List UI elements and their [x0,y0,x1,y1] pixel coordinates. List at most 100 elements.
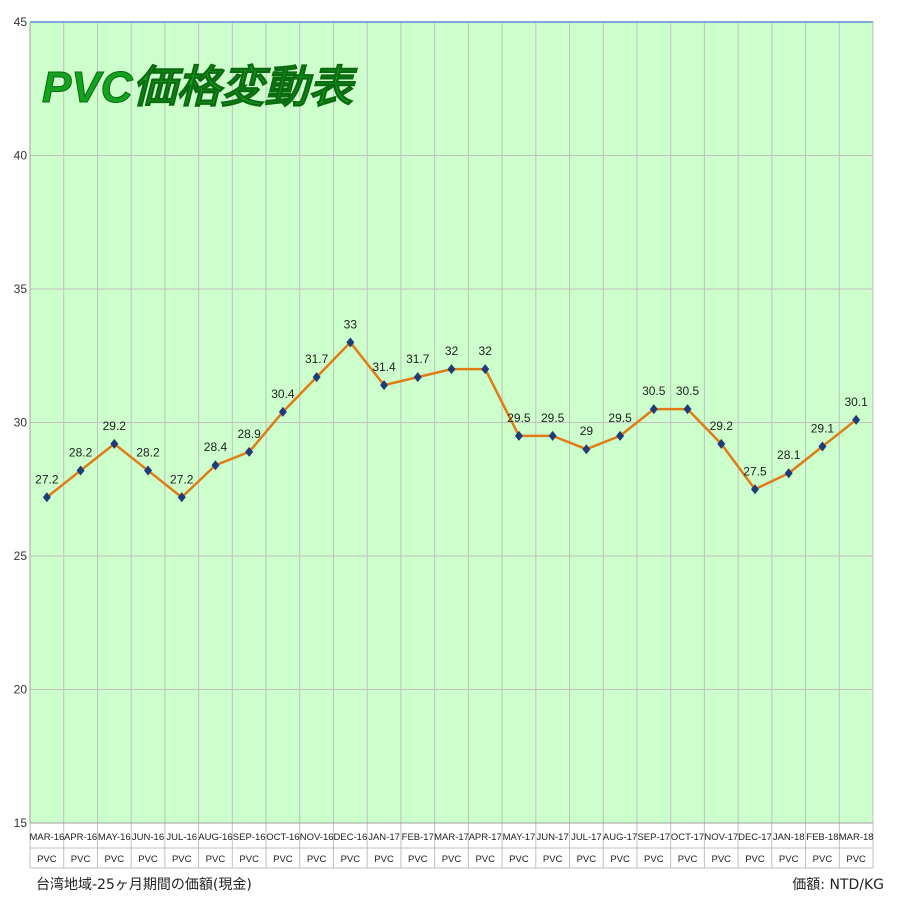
x-tick-label: MAR-18 [839,832,874,843]
x-subcategory-label: PVC [543,854,563,865]
x-subcategory-label: PVC [341,854,361,865]
data-label: 27.5 [743,464,767,478]
x-tick-label: JUL-16 [166,832,197,843]
x-subcategory-label: PVC [509,854,529,865]
x-tick-label: FEB-18 [806,832,838,843]
x-subcategory-label: PVC [273,854,293,865]
data-label: 30.1 [844,395,868,409]
data-label: 29 [580,424,594,438]
x-tick-label: NOV-16 [300,832,334,843]
data-label: 29.1 [811,422,835,436]
x-subcategory-label: PVC [846,854,866,865]
y-tick-label: 30 [14,416,28,430]
data-point [683,404,692,415]
x-tick-label: SEP-16 [233,832,266,843]
x-tick-label: DEC-16 [333,832,367,843]
data-point [481,364,490,375]
data-label: 30.5 [676,384,700,398]
x-tick-label: APR-16 [64,832,97,843]
data-point [312,372,321,383]
data-label: 29.2 [710,419,734,433]
data-label: 28.4 [204,440,228,454]
y-tick-label: 15 [14,816,28,830]
data-point [649,404,658,415]
data-label: 32 [479,344,493,358]
data-label: 28.9 [238,427,262,441]
x-subcategory-label: PVC [577,854,597,865]
x-tick-label: NOV-17 [704,832,738,843]
y-tick-label: 25 [14,549,28,563]
data-point [784,468,793,479]
data-label: 29.5 [608,411,632,425]
x-subcategory-label: PVC [105,854,125,865]
x-subcategory-label: PVC [172,854,192,865]
x-tick-label: AUG-16 [198,832,232,843]
x-subcategory-label: PVC [307,854,327,865]
data-label: 28.1 [777,448,801,462]
x-subcategory-label: PVC [678,854,698,865]
footnote-left: 台湾地域-25ヶ月期間の価額(現金) [36,876,252,893]
x-subcategory-label: PVC [408,854,428,865]
footnote-right: 価額: NTD/KG [792,877,884,893]
data-point [447,364,456,375]
x-subcategory-label: PVC [37,854,57,865]
data-point [380,380,389,391]
y-tick-label: 40 [14,149,28,163]
x-subcategory-label: PVC [239,854,259,865]
data-point [144,465,153,476]
data-label: 28.2 [136,446,160,460]
x-tick-label: APR-17 [469,832,502,843]
data-labels: 27.2 28.2 29.2 28.2 27.2 28.4 28.9 30.4 31.7 33 31… [35,317,868,486]
data-label: 29.2 [103,419,127,433]
data-label: 31.7 [406,352,430,366]
data-label: 31.7 [305,352,329,366]
x-tick-label: OCT-16 [266,832,299,843]
data-point [211,460,220,471]
x-subcategory-label: PVC [206,854,226,865]
x-subcategory-label: PVC [475,854,495,865]
gridlines [29,21,874,869]
y-tick-label: 45 [14,15,28,29]
x-subcategory-label: PVC [610,854,630,865]
x-subcategory-label: PVC [138,854,158,865]
axes: 15 20 25 30 35 40 45 MAR-16 PVC APR-16 PVC MAY-16 PV… [14,15,874,865]
data-point [616,430,625,441]
x-tick-label: MAR-17 [434,832,469,843]
series-pvc [42,337,861,503]
x-tick-label: JUL-17 [571,832,602,843]
x-subcategory-label: PVC [813,854,833,865]
x-tick-label: MAR-16 [29,832,64,843]
y-tick-label: 35 [14,282,28,296]
data-label: 29.5 [507,411,531,425]
x-tick-label: JUN-16 [132,832,164,843]
data-point [278,406,287,417]
x-tick-label: AUG-17 [603,832,637,843]
x-subcategory-label: PVC [745,854,765,865]
data-label: 31.4 [372,360,396,374]
x-tick-label: MAY-16 [98,832,131,843]
x-tick-label: MAY-17 [503,832,536,843]
y-tick-label: 20 [14,683,28,697]
x-subcategory-label: PVC [374,854,394,865]
chart-title: PVC価格変動表 [42,63,357,112]
x-tick-label: SEP-17 [637,832,670,843]
data-point [750,484,759,495]
data-point [346,337,355,348]
data-point [42,492,51,503]
data-label: 27.2 [170,472,194,486]
x-tick-label: OCT-17 [671,832,704,843]
x-tick-label: DEC-17 [738,832,772,843]
data-point [852,414,861,425]
data-point [717,438,726,449]
data-point [514,430,523,441]
x-subcategory-label: PVC [644,854,664,865]
data-label: 33 [344,317,358,331]
data-point [818,441,827,452]
data-label: 28.2 [69,446,93,460]
x-tick-label: JAN-18 [773,832,805,843]
data-point [245,446,254,457]
x-subcategory-label: PVC [711,854,731,865]
x-tick-label: JUN-17 [537,832,569,843]
data-point [413,372,422,383]
